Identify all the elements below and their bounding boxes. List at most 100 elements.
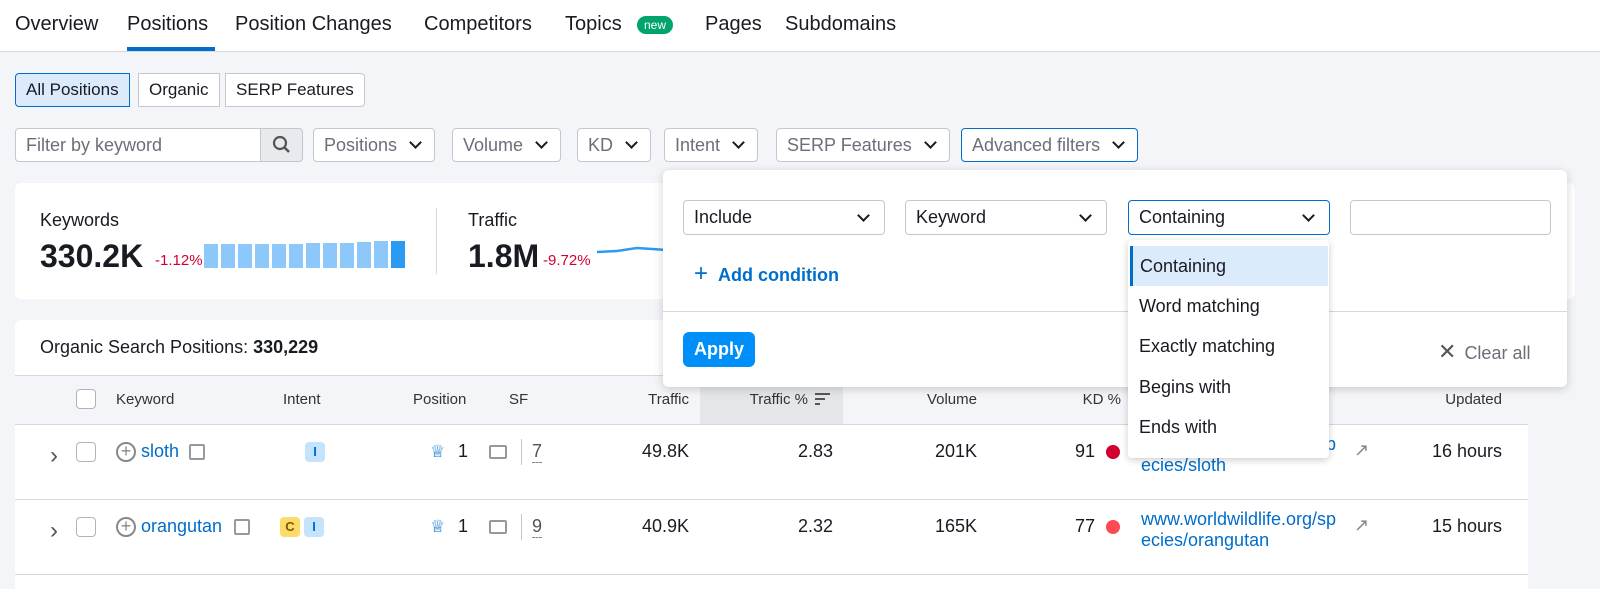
search-icon — [272, 135, 290, 153]
dropdown-option[interactable]: Exactly matching — [1139, 336, 1276, 356]
sf-count[interactable]: 7 — [532, 441, 543, 463]
filter-dropdown[interactable]: KD — [577, 128, 652, 162]
tab[interactable]: Subdomains — [785, 13, 897, 35]
select[interactable]: Include — [683, 200, 885, 235]
tab-indicator — [127, 47, 215, 51]
summary-change: -1.12% — [155, 252, 203, 269]
add-condition-label: Add condition — [718, 265, 839, 285]
sf-divider — [521, 439, 522, 465]
checkbox[interactable] — [76, 389, 96, 409]
column-header[interactable]: KD % — [1082, 391, 1121, 408]
add-condition[interactable]: + Add condition — [694, 260, 839, 287]
expand[interactable]: › — [50, 442, 58, 469]
traffic-pct: 2.32 — [797, 516, 833, 536]
clear-all[interactable]: ✕ Clear all — [1438, 339, 1531, 364]
filter-label: KD — [588, 135, 614, 155]
serp-icon[interactable] — [189, 444, 205, 460]
keyword-link[interactable]: orangutan — [141, 516, 223, 536]
summary-label: Keywords — [40, 210, 120, 230]
filter-label: SERP Features — [787, 135, 912, 155]
crown-icon: ♕ — [430, 517, 446, 536]
apply-button[interactable]: Apply — [683, 332, 756, 367]
checkbox[interactable] — [76, 517, 96, 537]
traffic: 40.9K — [641, 516, 689, 536]
keywords-sparkbars — [204, 241, 405, 268]
tab[interactable]: Position Changes — [235, 13, 392, 35]
column-header[interactable]: Intent — [283, 391, 321, 408]
traffic-sparkline — [597, 246, 667, 254]
add-icon[interactable]: + — [116, 517, 136, 537]
url-link[interactable]: www.worldwildlife.org/species/orangutan — [1141, 509, 1337, 550]
dropdown-option-selected[interactable]: Containing — [1130, 246, 1328, 286]
dropdown-option[interactable]: Begins with — [1139, 377, 1232, 397]
column-header[interactable]: Updated — [1445, 391, 1502, 408]
intent-badge: I — [304, 517, 324, 537]
title-label: Organic Search Positions: — [40, 337, 249, 357]
tab[interactable]: Pages — [705, 13, 762, 35]
intent-badge: I — [305, 442, 325, 462]
search-button[interactable] — [260, 128, 303, 162]
keyword-filter[interactable]: Filter by keyword — [15, 128, 261, 162]
filter-dropdown[interactable]: Intent — [664, 128, 759, 162]
updated: 15 hours — [1431, 516, 1502, 536]
divider — [663, 311, 1567, 312]
intent-badge: C — [280, 517, 300, 537]
filter-dropdown[interactable]: Volume — [452, 128, 562, 162]
sf-count[interactable]: 9 — [532, 516, 543, 538]
volume: 201K — [934, 441, 977, 461]
serp-icon[interactable] — [234, 519, 250, 535]
advanced-filters[interactable]: Advanced filters — [961, 128, 1139, 162]
divider — [436, 208, 437, 274]
tab[interactable]: Overview — [15, 13, 99, 35]
column-header[interactable]: SF — [509, 391, 529, 408]
dropdown-option[interactable]: Word matching — [1139, 296, 1260, 316]
select-open[interactable]: Containing — [1128, 200, 1330, 235]
checkbox[interactable] — [76, 442, 96, 462]
kd: 91 — [1074, 441, 1095, 461]
kd: 77 — [1074, 516, 1095, 536]
intent-badges: I — [305, 442, 329, 462]
select[interactable]: Keyword — [905, 200, 1107, 235]
segment[interactable]: Organic — [138, 73, 220, 107]
crown-icon: ♕ — [430, 442, 446, 461]
select-value: Include — [694, 207, 753, 227]
external-link-icon[interactable]: ↗ — [1354, 440, 1370, 460]
kd-dot — [1106, 520, 1120, 534]
filter-dropdown[interactable]: SERP Features — [776, 128, 950, 162]
sf-icon — [489, 445, 507, 459]
traffic: 49.8K — [641, 441, 689, 461]
tab-active[interactable]: Positions — [127, 13, 209, 35]
select-value: Containing — [1139, 207, 1226, 227]
segment[interactable]: SERP Features — [225, 73, 365, 107]
keyword-link[interactable]: sloth — [141, 441, 180, 461]
filter-label: Positions — [324, 135, 398, 155]
column-header[interactable]: Traffic % — [749, 391, 808, 408]
kd-dot — [1106, 445, 1120, 459]
sf-icon — [489, 520, 507, 534]
volume: 165K — [934, 516, 977, 536]
tab[interactable]: Competitors — [424, 13, 532, 35]
column-header[interactable]: Traffic — [648, 391, 689, 408]
select-value: Keyword — [916, 207, 987, 227]
dropdown-option[interactable]: Ends with — [1139, 417, 1218, 437]
tab[interactable]: Topics — [565, 13, 622, 35]
summary-value: 1.8M — [468, 238, 540, 274]
text-input[interactable] — [1350, 200, 1551, 235]
position: 1 — [458, 516, 469, 536]
add-icon[interactable]: + — [116, 442, 136, 462]
title-count: 330,229 — [253, 337, 319, 357]
sf-divider — [521, 514, 522, 540]
column-header[interactable]: Volume — [926, 391, 977, 408]
column-header[interactable]: Position — [413, 391, 467, 408]
column-header[interactable]: Keyword — [116, 391, 175, 408]
filter-dropdown[interactable]: Positions — [313, 128, 436, 162]
summary-label: Traffic — [468, 210, 518, 230]
expand[interactable]: › — [50, 517, 58, 544]
filter-label: Intent — [675, 135, 721, 155]
filter-label: Advanced filters — [972, 135, 1101, 155]
traffic-pct: 2.83 — [797, 441, 833, 461]
external-link-icon[interactable]: ↗ — [1354, 515, 1370, 535]
segment-active[interactable]: All Positions — [15, 73, 130, 107]
